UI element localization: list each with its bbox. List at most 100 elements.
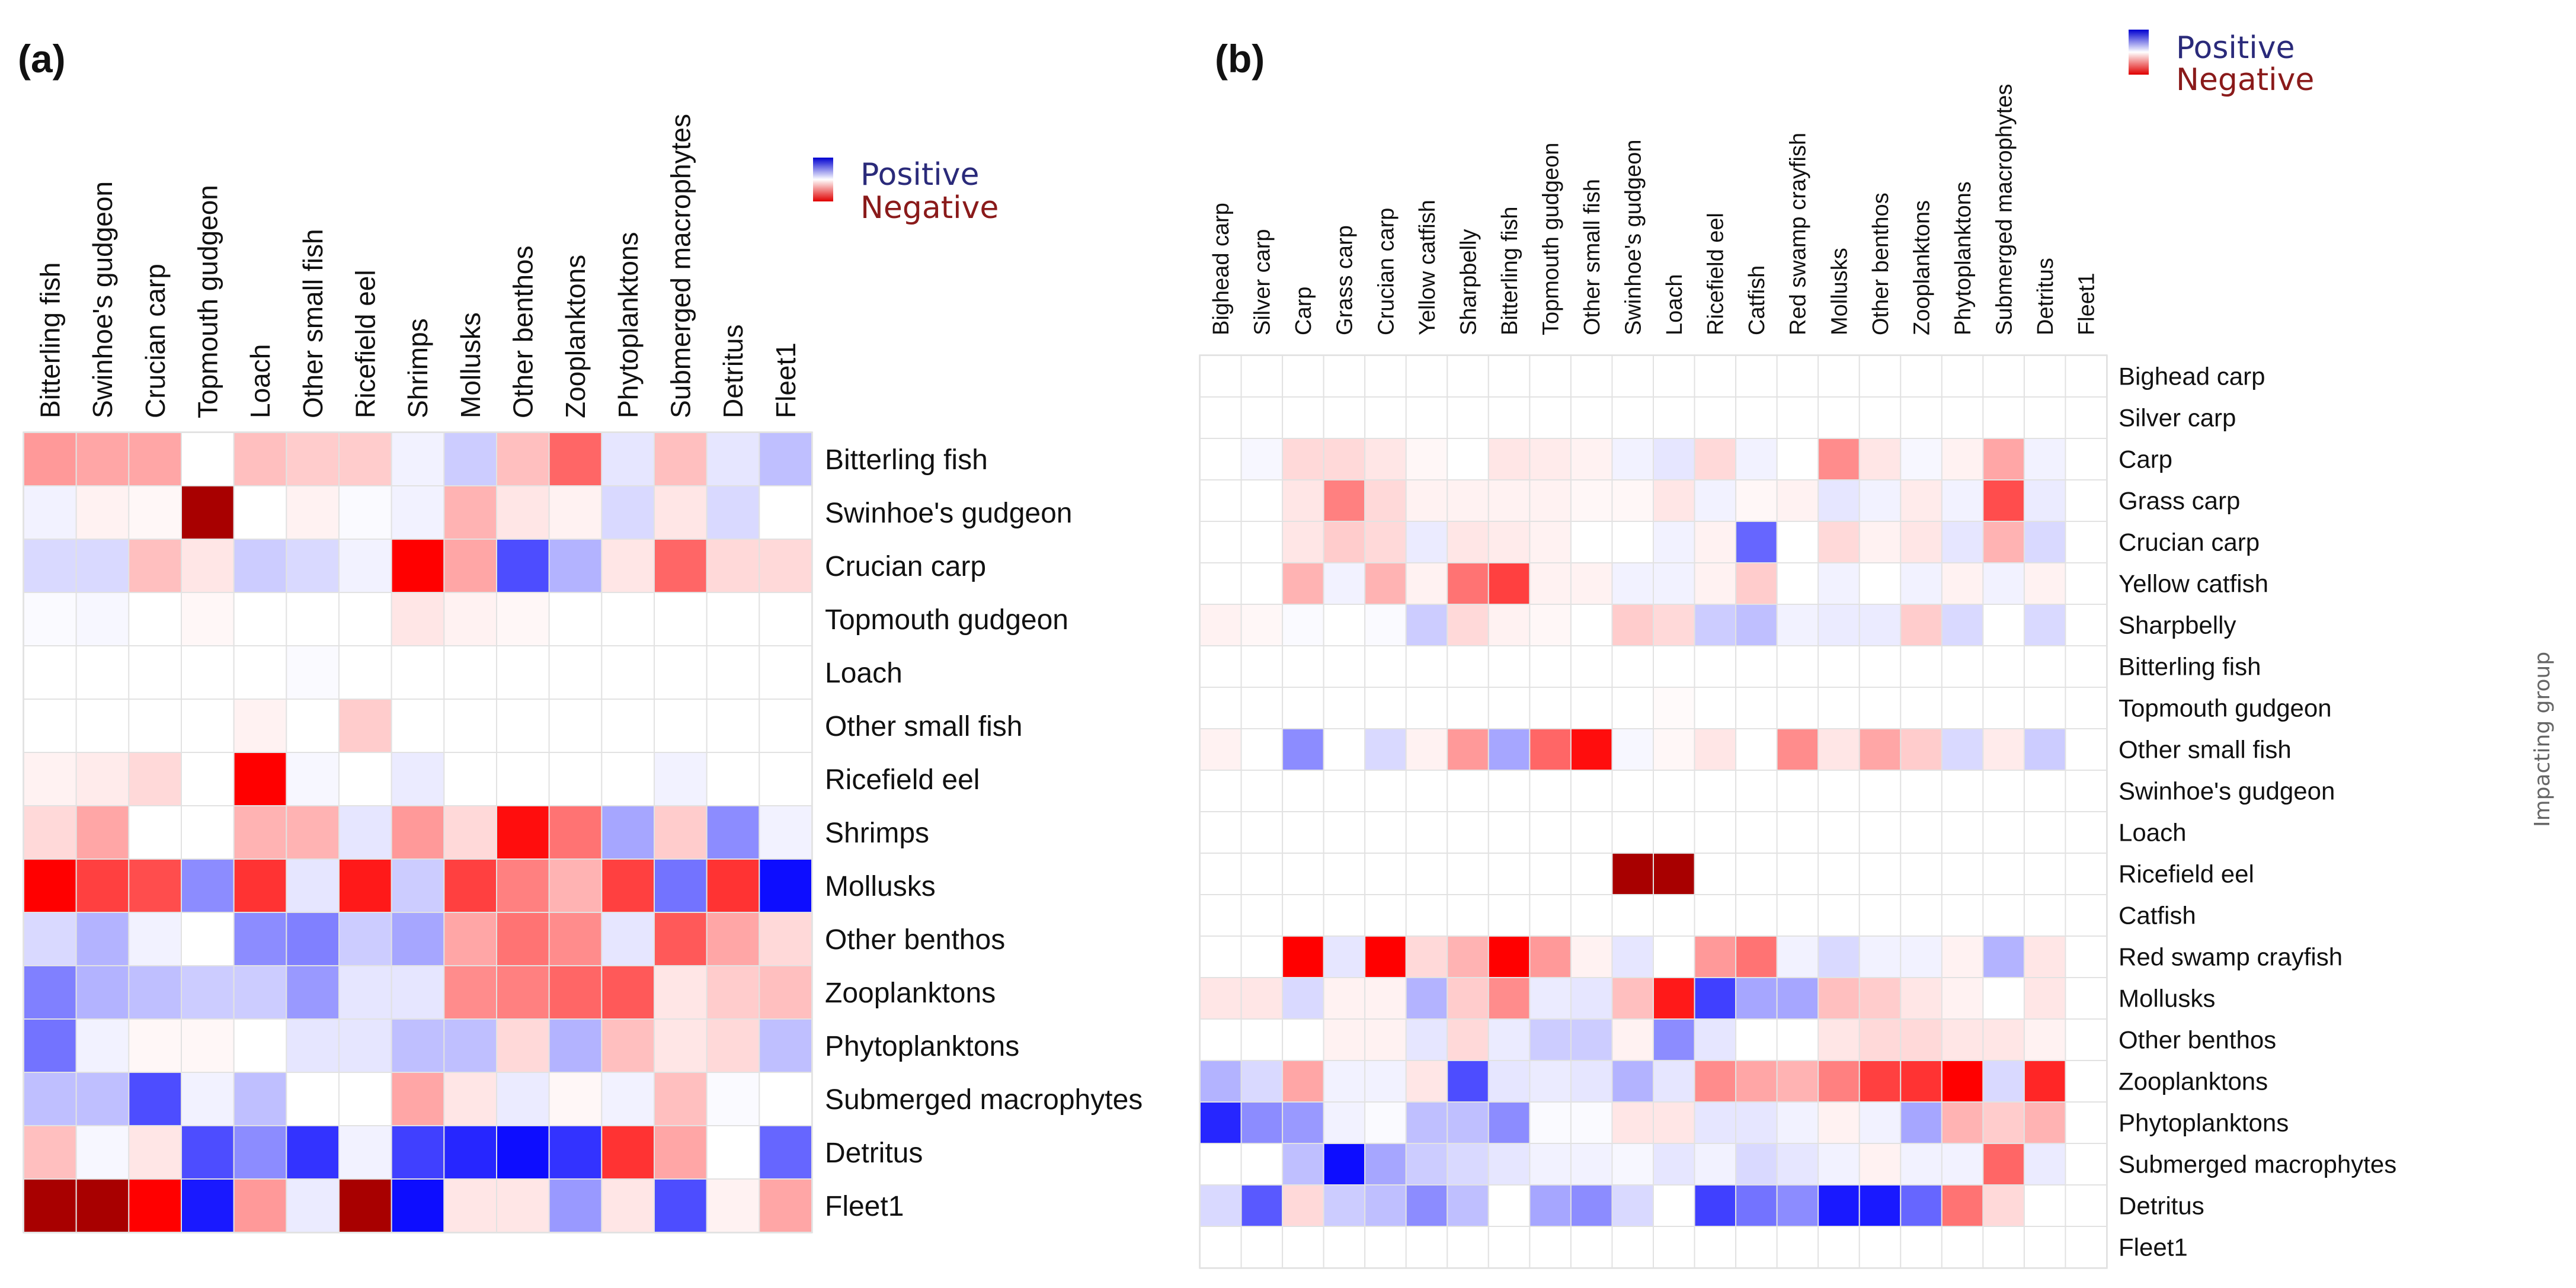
heatmap-b-cell-phytoplanktons-bitterling-fish [1487, 1101, 1531, 1144]
heatmap-b-cell-other-small-fish-fleet1 [2065, 728, 2107, 771]
heatmap-a-cell-loach-topmouth-gudgeon [181, 645, 235, 700]
heatmap-b-cell-bitterling-fish-catfish [1735, 645, 1778, 688]
heatmap-b-cell-phytoplanktons-grass-carp [1323, 1101, 1366, 1144]
heatmap-b-cell-carp-other-small-fish [1570, 438, 1613, 480]
heatmap-b-cell-sharpbelly-topmouth-gudgeon [1529, 604, 1572, 646]
heatmap-a-cell-mollusks-other-benthos [496, 858, 550, 913]
heatmap-a-cell-other-benthos-bitterling-fish [23, 912, 77, 966]
heatmap-b-row-label-detritus: Detritus [2119, 1192, 2204, 1220]
heatmap-b-cell-catfish-silver-carp [1240, 894, 1284, 937]
heatmap-b-row-label-ricefield-eel: Ricefield eel [2119, 860, 2254, 888]
heatmap-b-cell-ricefield-eel-zooplanktons [1900, 853, 1943, 895]
heatmap-a-cell-submerged-macrophytes-zooplanktons [548, 1072, 603, 1126]
heatmap-b-cell-catfish-submerged-macrophytes [1982, 894, 2025, 937]
heatmap-b-cell-zooplanktons-red-swamp-crayfish [1776, 1060, 1819, 1103]
heatmap-a-cell-phytoplanktons-loach [233, 1018, 287, 1073]
heatmap-a-cell-swinhoe-s-gudgeon-crucian-carp [128, 485, 182, 540]
heatmap-panel-a: (a) Positive Negative Bitterling fish Swi… [18, 37, 1143, 1233]
heatmap-b-cell-catfish-detritus [2023, 894, 2066, 937]
heatmap-b-column-label-yellow-catfish: Yellow catfish [1415, 200, 1440, 335]
heatmap-b-cell-submerged-macrophytes-carp [1282, 1143, 1324, 1186]
heatmap-a-cell-ricefield-eel-fleet1 [759, 752, 812, 806]
heatmap-b-cell-other-benthos-silver-carp [1240, 1018, 1284, 1061]
heatmap-a-row-label-phytoplanktons: Phytoplanktons [825, 1031, 1019, 1062]
heatmap-panel-b: (b) Positive Negative Impacting group Bi… [1199, 30, 2555, 1269]
heatmap-b-cell-yellow-catfish-mollusks [1817, 562, 1860, 605]
heatmap-a-cell-bitterling-fish-phytoplanktons [601, 432, 655, 486]
heatmap-b-cell-red-swamp-crayfish-crucian-carp [1364, 935, 1407, 978]
heatmap-b-cell-ricefield-eel-phytoplanktons [1941, 853, 1984, 895]
heatmap-b-cell-crucian-carp-other-benthos [1858, 521, 1902, 563]
heatmap-a-cell-detritus-ricefield-eel [338, 1125, 392, 1180]
heatmap-a-row-labels: Bitterling fish Swinhoe's gudgeon Crucian … [825, 444, 1143, 1222]
heatmap-b-cell-swinhoe-s-gudgeon-swinhoe-s-gudgeon [1611, 770, 1654, 812]
heatmap-a-cell-other-small-fish-shrimps [391, 699, 445, 753]
heatmap-b-cell-other-benthos-swinhoe-s-gudgeon [1611, 1018, 1654, 1061]
heatmap-b-cell-grass-carp-silver-carp [1240, 479, 1284, 522]
heatmap-b-row-label-fleet1: Fleet1 [2119, 1233, 2188, 1261]
heatmap-b-cell-topmouth-gudgeon-bighead-carp [1199, 687, 1242, 729]
heatmap-b-cell-loach-other-benthos [1858, 811, 1902, 854]
heatmap-b-cell-sharpbelly-detritus [2023, 604, 2066, 646]
heatmap-b-cell-grass-carp-sharpbelly [1447, 479, 1489, 522]
heatmap-b-cell-submerged-macrophytes-grass-carp [1323, 1143, 1366, 1186]
heatmap-b-cell-yellow-catfish-bighead-carp [1199, 562, 1242, 605]
heatmap-b-cell-detritus-yellow-catfish [1405, 1184, 1448, 1227]
heatmap-b-cell-bitterling-fish-bitterling-fish [1487, 645, 1531, 688]
heatmap-b-cell-catfish-topmouth-gudgeon [1529, 894, 1572, 937]
heatmap-b-cell-grass-carp-catfish [1735, 479, 1778, 522]
heatmap-a-cell-ricefield-eel-shrimps [391, 752, 445, 806]
heatmap-b-cell-bitterling-fish-zooplanktons [1900, 645, 1943, 688]
heatmap-b-cell-yellow-catfish-submerged-macrophytes [1982, 562, 2025, 605]
heatmap-b-cell-topmouth-gudgeon-topmouth-gudgeon [1529, 687, 1572, 729]
heatmap-a-cell-mollusks-ricefield-eel [338, 858, 392, 913]
heatmap-a-cell-topmouth-gudgeon-loach [233, 592, 287, 646]
heatmap-b-cell-submerged-macrophytes-phytoplanktons [1941, 1143, 1984, 1186]
heatmap-b-cell-grass-carp-bitterling-fish [1487, 479, 1531, 522]
heatmap-b-cell-submerged-macrophytes-sharpbelly [1447, 1143, 1489, 1186]
heatmap-b-cell-fleet1-detritus [2023, 1226, 2066, 1268]
heatmap-b-cell-other-small-fish-red-swamp-crayfish [1776, 728, 1819, 771]
heatmap-b-cell-zooplanktons-submerged-macrophytes [1982, 1060, 2025, 1103]
heatmap-b-cell-other-small-fish-bighead-carp [1199, 728, 1242, 771]
heatmap-b-cell-silver-carp-sharpbelly [1447, 396, 1489, 439]
heatmap-a-cell-fleet1-other-small-fish [286, 1178, 340, 1233]
heatmap-b-cell-mollusks-topmouth-gudgeon [1529, 977, 1572, 1020]
heatmap-a-cell-bitterling-fish-topmouth-gudgeon [181, 432, 235, 486]
heatmap-b-cell-ricefield-eel-carp [1282, 853, 1324, 895]
legend-a-colorbar [813, 158, 833, 201]
heatmap-b-cell-bighead-carp-ricefield-eel [1694, 355, 1737, 398]
heatmap-b-cell-submerged-macrophytes-fleet1 [2065, 1143, 2107, 1186]
heatmap-b-cell-swinhoe-s-gudgeon-other-small-fish [1570, 770, 1613, 812]
heatmap-b-cell-fleet1-loach [1653, 1226, 1695, 1268]
heatmap-a-cell-other-small-fish-other-small-fish [286, 699, 340, 753]
heatmap-b-cell-bighead-carp-catfish [1735, 355, 1778, 398]
heatmap-a-cell-zooplanktons-shrimps [391, 965, 445, 1020]
heatmap-b-cell-swinhoe-s-gudgeon-ricefield-eel [1694, 770, 1737, 812]
heatmap-b-cell-loach-fleet1 [2065, 811, 2107, 854]
heatmap-b-cell-red-swamp-crayfish-other-small-fish [1570, 935, 1613, 978]
heatmap-a-cell-detritus-bitterling-fish [23, 1125, 77, 1180]
heatmap-b-cell-swinhoe-s-gudgeon-zooplanktons [1900, 770, 1943, 812]
heatmap-a-cell-ricefield-eel-crucian-carp [128, 752, 182, 806]
heatmap-b-cell-other-benthos-sharpbelly [1447, 1018, 1489, 1061]
heatmap-b-cell-bitterling-fish-crucian-carp [1364, 645, 1407, 688]
heatmap-b-row-label-red-swamp-crayfish: Red swamp crayfish [2119, 943, 2343, 971]
heatmap-b-cell-bitterling-fish-other-small-fish [1570, 645, 1613, 688]
heatmap-a-row-label-crucian-carp: Crucian carp [825, 551, 986, 582]
heatmap-b-cell-ricefield-eel-grass-carp [1323, 853, 1366, 895]
heatmap-a-cell-phytoplanktons-other-benthos [496, 1018, 550, 1073]
heatmap-a-cell-shrimps-loach [233, 805, 287, 860]
heatmap-a-cell-fleet1-mollusks [443, 1178, 498, 1233]
heatmap-b-cell-bighead-carp-submerged-macrophytes [1982, 355, 2025, 398]
heatmap-a-cell-zooplanktons-topmouth-gudgeon [181, 965, 235, 1020]
heatmap-b-cell-swinhoe-s-gudgeon-loach [1653, 770, 1695, 812]
heatmap-b-cell-bitterling-fish-silver-carp [1240, 645, 1284, 688]
heatmap-a-cell-topmouth-gudgeon-crucian-carp [128, 592, 182, 646]
heatmap-b-cell-bitterling-fish-topmouth-gudgeon [1529, 645, 1572, 688]
heatmap-b-cell-swinhoe-s-gudgeon-carp [1282, 770, 1324, 812]
heatmap-a-cell-other-small-fish-topmouth-gudgeon [181, 699, 235, 753]
heatmap-b-cell-detritus-detritus [2023, 1184, 2066, 1227]
heatmap-b-cell-ricefield-eel-loach [1653, 853, 1695, 895]
heatmap-b-cell-crucian-carp-submerged-macrophytes [1982, 521, 2025, 563]
